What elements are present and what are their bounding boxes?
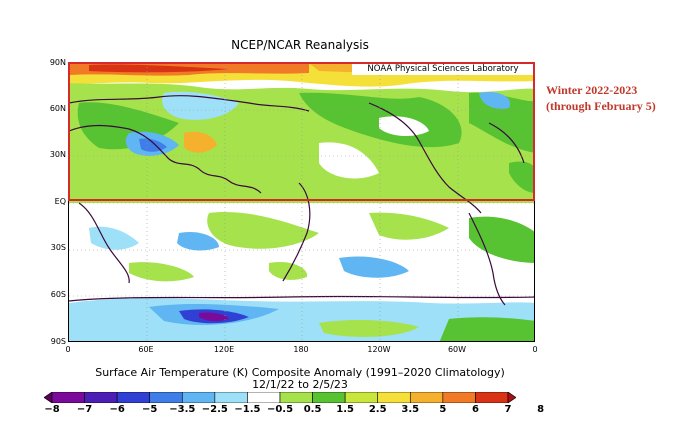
colorbar-swatch [51, 392, 85, 403]
colorbar-tick-label: 8 [537, 404, 545, 415]
colorbar-tick-label: −8 [44, 404, 60, 415]
lat-label-30n: 30N [49, 150, 66, 159]
lat-label-eq: EQ [54, 197, 66, 206]
lon-label-0-east: 0 [532, 345, 538, 354]
colorbar-tick-label: 5 [439, 404, 447, 415]
lon-label-120w: 120W [367, 345, 391, 354]
colorbar-tick-label: 3.5 [401, 404, 420, 415]
lat-label-90s: 90S [50, 337, 66, 346]
colorbar-swatch [116, 392, 151, 403]
lat-label-60s: 60S [50, 290, 66, 299]
map-title: NCEP/NCAR Reanalysis [231, 38, 369, 52]
lon-label-180: 180 [293, 345, 309, 354]
annotation-line-1: Winter 2022-2023 [546, 83, 638, 97]
colorbar-swatch [181, 392, 216, 403]
colorbar-swatch [507, 392, 516, 403]
colorbar-swatch [312, 392, 346, 403]
colorbar-swatch [279, 392, 313, 403]
colorbar-tick-label: 1.5 [336, 404, 354, 415]
credit-label: NOAA Physical Sciences Laboratory [352, 63, 534, 75]
lat-label-30s: 30S [50, 243, 66, 252]
colorbar [44, 392, 516, 403]
colorbar-tick-label: −3.5 [169, 404, 196, 415]
colorbar-swatch [475, 392, 509, 403]
colorbar-swatch [84, 392, 118, 403]
colorbar-tick-label: 7 [504, 404, 512, 415]
colorbar-swatch [149, 392, 183, 403]
lon-label-120e: 120E [213, 345, 235, 354]
colorbar-swatch [377, 392, 411, 403]
lon-label-60e: 60E [138, 345, 154, 354]
colorbar-tick-label: 0.5 [303, 404, 322, 415]
colorbar-tick-label: −0.5 [266, 404, 294, 415]
colorbar-tick-label: −5 [142, 404, 158, 415]
colorbar-tick-label: −6 [109, 404, 125, 415]
colorbar-swatch [214, 392, 248, 403]
colorbar-swatch [409, 392, 444, 403]
lat-label-60n: 60N [49, 104, 66, 113]
colorbar-tick-label: 6 [471, 404, 479, 415]
colorbar-tick-label: −2.5 [201, 404, 228, 415]
annotation-line-2: (through February 5) [546, 99, 656, 113]
colorbar-swatch [442, 392, 476, 403]
colorbar-tick-label: −1.5 [234, 404, 261, 415]
lon-label-0-west: 0 [65, 345, 71, 354]
colorbar-swatch [247, 392, 281, 403]
colorbar-tick-label: −7 [76, 404, 93, 415]
lon-label-60w: 60W [447, 345, 467, 354]
colorbar-swatch [44, 392, 53, 403]
caption-line-2: 12/1/22 to 2/5/23 [252, 378, 348, 391]
colorbar-tick-label: 2.5 [368, 404, 387, 415]
highlight-box [68, 62, 535, 201]
caption-line-1: Surface Air Temperature (K) Composite An… [95, 366, 505, 379]
lat-label-90n: 90N [49, 58, 66, 67]
colorbar-swatch [344, 392, 379, 403]
